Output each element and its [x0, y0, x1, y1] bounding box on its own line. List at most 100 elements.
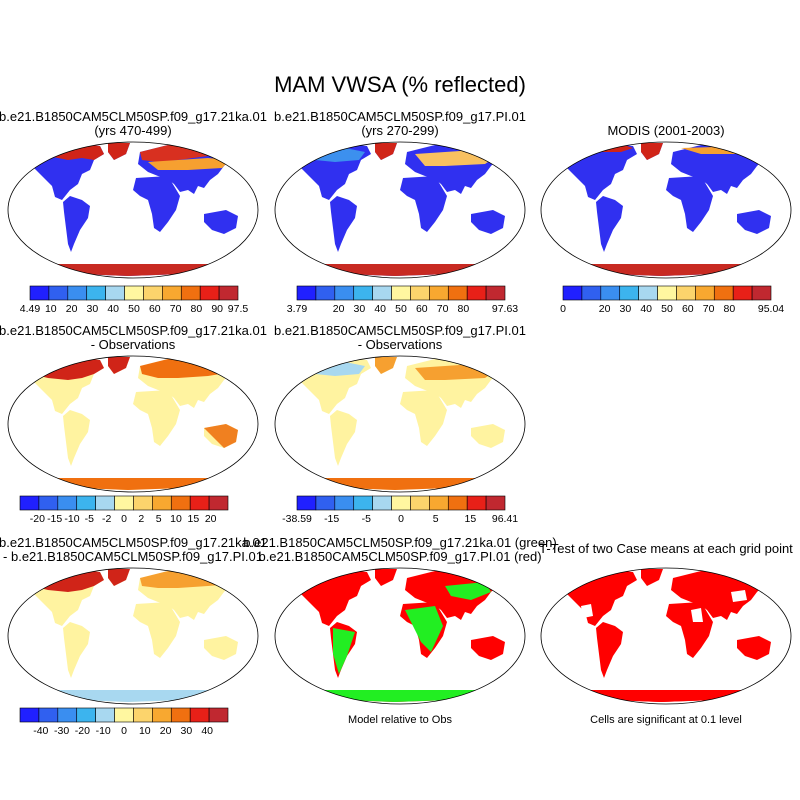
colorbar-tick-label: 96.41 [492, 513, 518, 525]
colorbar-tick-label: 15 [464, 513, 476, 525]
colorbar-tick-label: -10 [96, 725, 111, 737]
colorbar-tick-label: 0 [121, 513, 127, 525]
colorbar-tick-label: 15 [187, 513, 199, 525]
colorbar: -40 -30 -20 -10 0 10 20 30 40 [19, 707, 229, 737]
colorbar-tick-label: 40 [201, 725, 213, 737]
figure-title: MAM VWSA (% reflected) [274, 72, 526, 97]
colorbar-box [180, 285, 201, 301]
colorbar-box [676, 285, 696, 301]
colorbar-box [152, 707, 172, 723]
colorbar-tick-label: 70 [437, 303, 449, 315]
colorbar-box [162, 285, 182, 301]
panel-title: T-Test of two Case means at each grid po… [539, 541, 793, 556]
colorbar: -38.59 -15 -5 0 5 15 96.41 [282, 495, 518, 525]
colorbar-tick-label: 5 [156, 513, 162, 525]
colorbar-box [562, 285, 583, 301]
colorbar-box [372, 285, 392, 301]
colorbar-tick-label: -40 [33, 725, 48, 737]
colorbar-box [410, 495, 430, 511]
colorbar-tick-label: 2 [138, 513, 144, 525]
colorbar-tick-label: -20 [75, 725, 90, 737]
colorbar-tick-label: 40 [640, 303, 652, 315]
colorbar-box [466, 495, 487, 511]
colorbar-box [581, 285, 602, 301]
world-map [7, 567, 259, 705]
colorbar-box [410, 285, 430, 301]
colorbar-box [713, 285, 734, 301]
colorbar-box [372, 495, 392, 511]
colorbar-tick-label: -30 [54, 725, 69, 737]
panel-modis-observations: MODIS (2001-2003) 0 20 30 40 50 60 70 80 95.04 [540, 123, 792, 315]
colorbar-box [38, 495, 59, 511]
colorbar-box [57, 707, 78, 723]
colorbar-box [19, 707, 40, 723]
panel-title: MODIS (2001-2003) [607, 123, 724, 138]
panel-title: b.e21.B1850CAM5CLM50SP.f09_g17.21ka.01 [0, 535, 267, 550]
colorbar-tick-label: -15 [47, 513, 62, 525]
colorbar-tick-label: -10 [64, 513, 79, 525]
world-map [7, 355, 259, 493]
colorbar-tick-label: 20 [66, 303, 78, 315]
colorbar-tick-label: 30 [620, 303, 632, 315]
panel-21ka-minus-pi: b.e21.B1850CAM5CLM50SP.f09_g17.21ka.01 -… [0, 535, 267, 737]
panel-21ka-minus-obs: b.e21.B1850CAM5CLM50SP.f09_g17.21ka.01 -… [0, 323, 267, 525]
colorbar-box [57, 495, 78, 511]
panel-pi-absolute: b.e21.B1850CAM5CLM50SP.f09_g17.PI.01 (yr… [274, 109, 526, 315]
colorbar-tick-label: 97.63 [492, 303, 518, 315]
panel-title: b.e21.B1850CAM5CLM50SP.f09_g17.PI.01 [274, 109, 526, 124]
colorbar-tick-label: 10 [45, 303, 57, 315]
colorbar-tick-label: -5 [362, 513, 371, 525]
panel-model-relative-to-obs: b.e21.B1850CAM5CLM50SP.f09_g17.21ka.01 (… [243, 535, 556, 726]
colorbar-tick-label: -38.59 [282, 513, 312, 525]
colorbar-box [657, 285, 677, 301]
colorbar-box [95, 707, 115, 723]
colorbar-tick-label: 70 [170, 303, 182, 315]
colorbar-box [751, 285, 772, 301]
colorbar: 4.49 10 20 30 40 50 60 70 80 90 97.5 [20, 285, 248, 315]
colorbar-tick-label: 90 [211, 303, 223, 315]
colorbar-tick-label: 3.79 [287, 303, 308, 315]
colorbar-tick-label: 30 [87, 303, 99, 315]
colorbar-box [133, 707, 153, 723]
colorbar-box [170, 495, 191, 511]
colorbar-tick-label: 95.04 [758, 303, 784, 315]
colorbar-box [391, 285, 411, 301]
colorbar-box [466, 285, 487, 301]
colorbar-tick-label: 40 [107, 303, 119, 315]
colorbar-box [315, 285, 336, 301]
panel-subtitle: - Observations [91, 337, 176, 352]
colorbar: -20 -15 -10 -5 -2 0 2 5 10 15 20 [19, 495, 229, 525]
panel-subtitle: b.e21.B1850CAM5CLM50SP.f09_g17.PI.01 (re… [258, 549, 541, 564]
panel-subtitle: - Observations [358, 337, 443, 352]
colorbar-box [189, 495, 210, 511]
colorbar-box [315, 495, 336, 511]
colorbar-tick-label: 0 [398, 513, 404, 525]
colorbar-tick-label: 60 [416, 303, 428, 315]
colorbar-box [353, 495, 373, 511]
colorbar-box [48, 285, 69, 301]
colorbar-box [296, 495, 317, 511]
colorbar-tick-label: 4.49 [20, 303, 41, 315]
panel-subtitle: - b.e21.B1850CAM5CLM50SP.f09_g17.PI.01 [3, 549, 263, 564]
colorbar-box [114, 495, 134, 511]
colorbar-tick-label: -5 [85, 513, 94, 525]
colorbar-box [732, 285, 753, 301]
colorbar-tick-label: 10 [139, 725, 151, 737]
colorbar-box [429, 495, 449, 511]
colorbar-box [143, 285, 163, 301]
colorbar-box [189, 707, 210, 723]
world-map [274, 355, 526, 493]
panel-caption: Model relative to Obs [348, 714, 452, 726]
panel-title: b.e21.B1850CAM5CLM50SP.f09_g17.21ka.01 [0, 109, 267, 124]
colorbar-box [76, 707, 96, 723]
colorbar-tick-label: 80 [191, 303, 203, 315]
panel-title: b.e21.B1850CAM5CLM50SP.f09_g17.PI.01 [274, 323, 526, 338]
colorbar-tick-label: 20 [599, 303, 611, 315]
colorbar-tick-label: 10 [170, 513, 182, 525]
colorbar-box [152, 495, 172, 511]
colorbar-box [133, 495, 153, 511]
panel-title: b.e21.B1850CAM5CLM50SP.f09_g17.21ka.01 (… [243, 535, 556, 550]
colorbar-box [208, 495, 229, 511]
colorbar-box [199, 285, 220, 301]
